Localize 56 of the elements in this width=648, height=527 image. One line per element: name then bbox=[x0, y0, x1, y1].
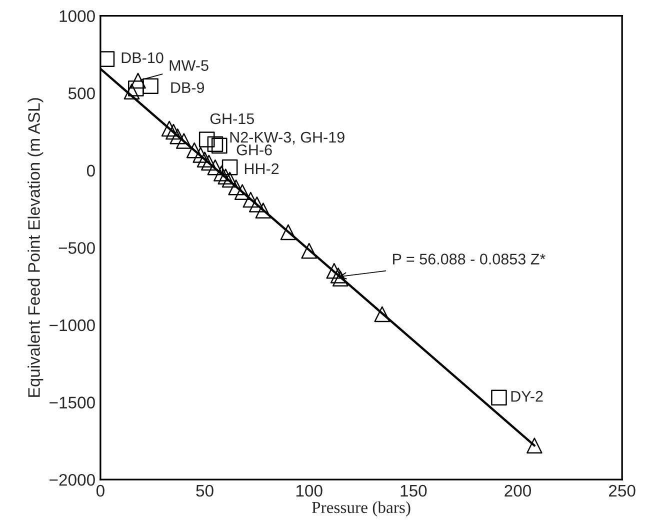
y-tick-label: 0 bbox=[86, 164, 95, 177]
point bbox=[170, 128, 186, 144]
point bbox=[280, 224, 296, 240]
point bbox=[128, 80, 144, 96]
point bbox=[124, 84, 140, 100]
point bbox=[301, 242, 318, 259]
point bbox=[176, 133, 192, 149]
point bbox=[201, 154, 217, 171]
y-tick-label: 1000 bbox=[60, 10, 95, 22]
point bbox=[234, 184, 250, 200]
point bbox=[249, 196, 265, 212]
annotation: GH-15 bbox=[210, 113, 254, 124]
annotation: P = 56.088 - 0.0853 Z* bbox=[393, 254, 546, 264]
point bbox=[228, 179, 244, 196]
y-axis-title: Equivalent Feed Point Elevation (m ASL) bbox=[28, 98, 44, 397]
y-tick-label: −500 bbox=[58, 242, 95, 254]
point bbox=[198, 132, 215, 148]
point bbox=[166, 124, 182, 140]
x-axis-title: Pressure (bars) bbox=[312, 501, 410, 516]
x-tick-label: 50 bbox=[196, 484, 214, 497]
point bbox=[374, 306, 390, 322]
annotation: N2-KW-3, GH-19 bbox=[230, 132, 344, 144]
annotation: HH-2 bbox=[244, 163, 279, 174]
x-tick-label: 200 bbox=[504, 484, 532, 497]
point bbox=[130, 72, 146, 89]
annotation: GH-6 bbox=[236, 144, 272, 156]
point bbox=[207, 159, 224, 176]
point bbox=[196, 152, 213, 168]
point bbox=[218, 168, 234, 184]
y-tick-label: 500 bbox=[68, 88, 95, 100]
point bbox=[142, 78, 158, 94]
point bbox=[326, 262, 342, 279]
point bbox=[222, 159, 238, 176]
x-tick-label: 150 bbox=[400, 484, 427, 497]
point bbox=[161, 120, 178, 137]
annotation: DB-10 bbox=[122, 52, 164, 64]
point bbox=[192, 147, 209, 163]
annotation: DB-9 bbox=[171, 82, 204, 94]
point bbox=[255, 202, 272, 218]
point bbox=[332, 270, 348, 287]
point bbox=[526, 438, 542, 454]
y-tick-label: −1500 bbox=[50, 396, 95, 408]
y-tick-label: −1000 bbox=[50, 319, 95, 332]
point bbox=[100, 51, 115, 68]
x-tick-label: 0 bbox=[96, 484, 104, 497]
point bbox=[186, 142, 202, 158]
point bbox=[491, 390, 507, 406]
x-tick-label: 250 bbox=[609, 484, 636, 497]
annotation: DY-2 bbox=[511, 390, 543, 402]
x-tick-label: 100 bbox=[296, 484, 322, 497]
point bbox=[242, 192, 259, 208]
point bbox=[211, 138, 228, 154]
point bbox=[207, 136, 224, 152]
y-tick-label: −2000 bbox=[50, 474, 95, 486]
annotation: MW-5 bbox=[170, 60, 208, 71]
point bbox=[222, 172, 238, 188]
